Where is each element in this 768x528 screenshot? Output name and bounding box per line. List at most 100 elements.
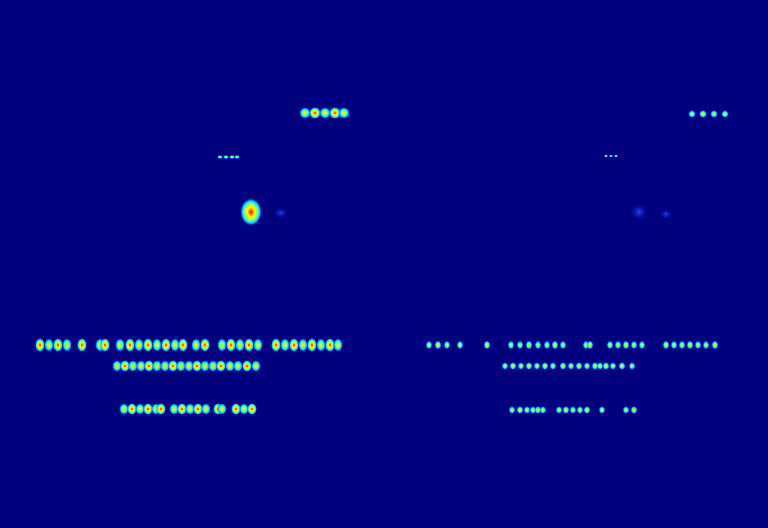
heat-blob: [583, 406, 591, 414]
heat-blob: [711, 340, 719, 350]
heat-blob: [618, 362, 626, 370]
heat-blob: [229, 155, 235, 159]
heat-blob: [217, 155, 223, 159]
heat-blob: [614, 154, 618, 158]
heat-blob: [659, 208, 673, 220]
heat-blob: [200, 338, 210, 352]
heat-blob: [555, 406, 563, 414]
heat-blob: [583, 362, 591, 370]
heat-blob: [678, 340, 686, 350]
heat-blob: [161, 338, 171, 352]
heat-blob: [569, 406, 577, 414]
heat-blob: [309, 107, 321, 119]
heat-blob: [688, 110, 696, 118]
heat-blob: [307, 338, 317, 352]
heat-blob: [44, 338, 54, 352]
heat-blob: [225, 360, 235, 372]
heat-blob: [507, 340, 515, 350]
heat-blob: [152, 338, 162, 352]
heat-blob: [289, 338, 299, 352]
heat-blob: [170, 338, 180, 352]
heat-blob: [240, 198, 262, 226]
heat-blob: [596, 362, 604, 370]
heat-blob: [144, 360, 154, 372]
heat-blob: [125, 338, 135, 352]
heat-blob: [316, 338, 326, 352]
heat-blob: [576, 406, 584, 414]
heat-blob: [216, 360, 226, 372]
heat-blob: [338, 107, 350, 119]
heat-blob: [567, 362, 575, 370]
heat-blob: [191, 338, 201, 352]
heat-blob: [425, 340, 433, 350]
heat-blob: [609, 154, 613, 158]
heat-blob: [721, 110, 729, 118]
heat-blob: [178, 338, 188, 352]
heatmap-right-svg: [425, 110, 729, 414]
heat-blob: [273, 207, 289, 219]
heat-blob: [329, 107, 341, 119]
heat-blob: [517, 362, 525, 370]
heat-blob: [233, 360, 243, 372]
heat-blob: [686, 340, 694, 350]
heat-blob: [239, 403, 249, 415]
heat-blob: [136, 360, 146, 372]
heat-blob: [35, 338, 45, 352]
heat-blob: [630, 406, 638, 414]
heat-blob: [200, 360, 210, 372]
heat-blob: [135, 403, 145, 415]
heat-blob: [280, 338, 290, 352]
heat-blob: [168, 360, 178, 372]
heat-blob: [127, 403, 137, 415]
heat-blob: [176, 360, 186, 372]
heat-blob: [112, 360, 122, 372]
heat-blob: [208, 360, 218, 372]
heat-blob: [543, 340, 551, 350]
heat-blob: [559, 340, 567, 350]
heat-blob: [622, 340, 630, 350]
heat-blob: [115, 338, 125, 352]
heat-blob: [523, 406, 531, 414]
heat-blob: [201, 403, 211, 415]
heat-blob: [662, 340, 670, 350]
heat-blob: [529, 406, 537, 414]
heat-blob: [516, 406, 524, 414]
heat-blob: [128, 360, 138, 372]
heat-blob: [628, 362, 636, 370]
heat-blob: [559, 362, 567, 370]
heat-blob: [53, 338, 63, 352]
heat-blob: [541, 362, 549, 370]
heat-blob: [247, 403, 257, 415]
heat-blob: [670, 340, 678, 350]
heat-blob: [525, 362, 533, 370]
heat-blob: [253, 338, 263, 352]
heat-blob: [143, 403, 153, 415]
heat-blob: [235, 338, 245, 352]
heat-blob: [534, 406, 542, 414]
heat-blob: [551, 340, 559, 350]
heat-blob: [119, 403, 129, 415]
heat-blob: [251, 360, 261, 372]
heat-blob: [226, 338, 236, 352]
heat-blob: [184, 360, 194, 372]
heat-blob: [193, 403, 203, 415]
heat-blob: [333, 338, 343, 352]
heat-blob: [156, 403, 166, 415]
heat-blob: [702, 340, 710, 350]
heat-blob: [217, 403, 227, 415]
heat-blob: [699, 110, 707, 118]
heat-blob: [598, 406, 606, 414]
heat-blob: [516, 340, 524, 350]
heatmap-panel-left: [35, 107, 350, 415]
heat-blob: [434, 340, 442, 350]
heat-blob: [192, 360, 202, 372]
heatmap-panel-right: [384, 0, 768, 528]
heat-blob: [234, 155, 240, 159]
heat-blob: [614, 340, 622, 350]
heat-blob: [629, 202, 649, 222]
heat-blob: [185, 403, 195, 415]
heat-blob: [152, 360, 162, 372]
heat-blob: [319, 107, 331, 119]
heat-blob: [606, 340, 614, 350]
heat-blob: [710, 110, 718, 118]
